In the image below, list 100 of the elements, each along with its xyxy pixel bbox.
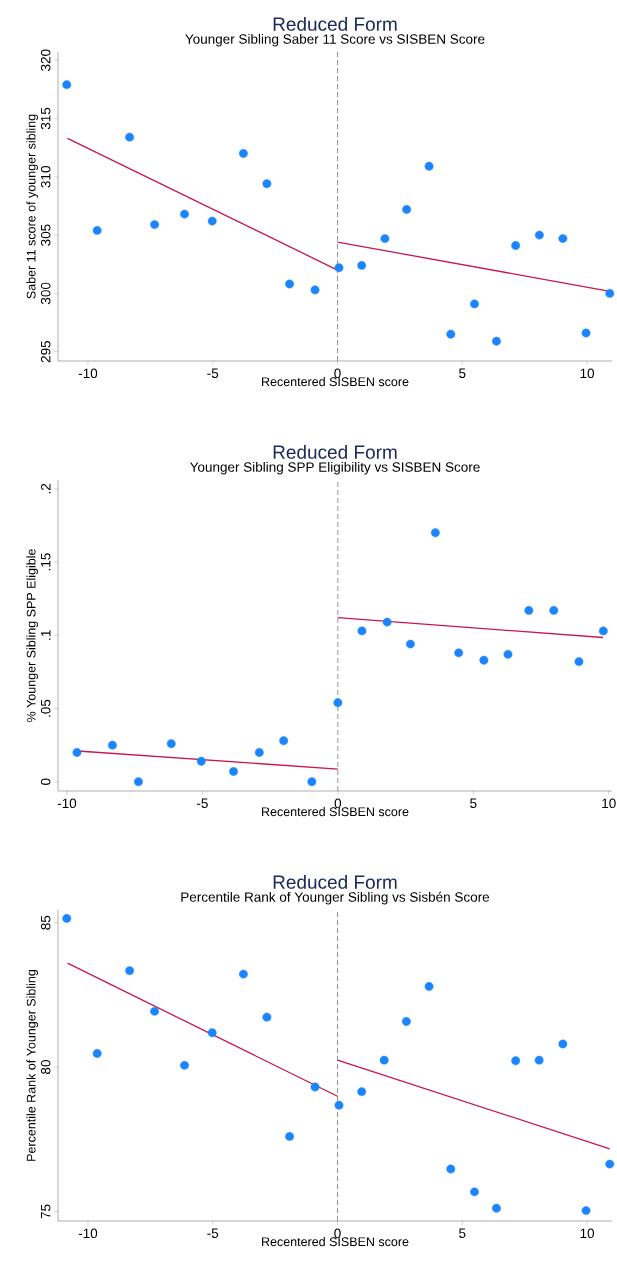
x-axis-title: Recentered SISBEN score xyxy=(262,376,409,387)
point xyxy=(254,748,264,757)
point xyxy=(524,605,534,615)
point xyxy=(581,1206,591,1216)
x-tick-label: -5 xyxy=(196,798,208,808)
point xyxy=(239,149,248,158)
point xyxy=(558,1039,568,1049)
y-tick-label: .2 xyxy=(41,483,51,494)
x-tick-label: 0 xyxy=(334,1228,341,1239)
y-tick-label: 320 xyxy=(40,49,51,71)
point xyxy=(310,285,320,295)
point xyxy=(207,216,217,226)
point xyxy=(379,1055,389,1065)
point xyxy=(150,220,159,229)
chart-subtitle: Younger Sibling Saber 11 Score vs SISBEN Score xyxy=(185,33,485,47)
point xyxy=(333,698,343,708)
x-tick-label: 5 xyxy=(459,1228,466,1238)
point xyxy=(446,329,456,339)
y-tick-label: 80 xyxy=(40,1060,51,1075)
point xyxy=(262,1012,272,1022)
y-tick-label: 300 xyxy=(40,282,51,305)
y-tick-label: .1 xyxy=(41,630,51,640)
point xyxy=(279,736,289,746)
point xyxy=(380,234,390,243)
point xyxy=(357,261,367,270)
point xyxy=(406,639,415,649)
x-tick-label: -5 xyxy=(207,368,219,378)
point xyxy=(511,1056,521,1066)
point xyxy=(92,226,102,235)
x-tick-label: 5 xyxy=(470,798,477,808)
point xyxy=(424,982,434,991)
y-axis-title: Percentile Rank of Younger Sibling xyxy=(26,970,39,1161)
point xyxy=(534,230,544,240)
point xyxy=(479,655,489,665)
y-tick-label: .15 xyxy=(41,553,51,571)
point xyxy=(134,777,143,787)
x-tick-label: -10 xyxy=(78,368,98,379)
y-tick-label: 85 xyxy=(40,915,51,930)
point xyxy=(549,605,559,615)
point xyxy=(62,913,72,923)
point xyxy=(446,1164,456,1174)
point xyxy=(357,1087,367,1097)
point xyxy=(180,209,189,219)
point xyxy=(307,777,317,787)
point xyxy=(470,1187,479,1197)
point xyxy=(574,657,584,667)
point xyxy=(62,80,72,90)
point xyxy=(401,1017,411,1026)
x-tick-label: 0 xyxy=(334,798,342,809)
point xyxy=(150,1006,159,1016)
chart-subtitle: Percentile Rank of Younger Sibling vs Sisbén Score xyxy=(181,891,490,905)
point xyxy=(598,626,608,636)
point xyxy=(310,1082,320,1092)
point xyxy=(534,1055,544,1065)
x-tick-label: 0 xyxy=(334,368,341,379)
x-axis-title: Recentered SISBEN score xyxy=(262,806,409,817)
point xyxy=(285,1132,294,1141)
x-tick-label: -10 xyxy=(57,798,77,809)
x-tick-label: 10 xyxy=(580,368,595,379)
point xyxy=(558,234,568,243)
point xyxy=(72,748,82,757)
x-tick-label: 10 xyxy=(602,798,616,809)
point xyxy=(511,241,521,250)
point xyxy=(430,528,440,538)
y-tick-label: 310 xyxy=(40,166,51,188)
point xyxy=(424,161,434,171)
point xyxy=(334,263,344,273)
point xyxy=(334,1100,344,1110)
point xyxy=(492,336,501,346)
chart-subtitle: Younger Sibling SPP Eligibility vs SISBEN Score xyxy=(189,461,480,475)
point xyxy=(357,626,367,636)
point xyxy=(207,1028,217,1038)
point xyxy=(581,328,591,338)
point xyxy=(454,648,464,658)
chart-title: Reduced Form xyxy=(273,874,397,889)
point xyxy=(229,767,238,776)
point xyxy=(125,966,135,976)
point xyxy=(402,205,412,214)
point xyxy=(196,756,206,766)
point xyxy=(262,179,272,189)
x-tick-label: -10 xyxy=(78,1228,98,1239)
y-tick-label: 295 xyxy=(40,340,51,363)
point xyxy=(382,617,392,627)
point xyxy=(92,1049,102,1058)
y-tick-label: 0 xyxy=(40,778,51,785)
x-tick-label: 5 xyxy=(459,368,466,378)
y-axis-title: Saber 11 score of younger sibling xyxy=(26,114,39,299)
x-axis-title: Recentered SISBEN score xyxy=(262,1236,409,1247)
chart-title: Reduced Form xyxy=(273,16,397,31)
point xyxy=(108,740,117,750)
y-tick-label: .05 xyxy=(40,699,51,717)
y-axis-title: % Younger Sibling SPP Eligible xyxy=(26,549,39,723)
point xyxy=(492,1203,501,1213)
chart-title: Reduced Form xyxy=(273,444,397,459)
point xyxy=(503,649,513,659)
point xyxy=(125,132,135,142)
x-tick-label: 10 xyxy=(580,1228,595,1239)
point xyxy=(166,739,176,749)
x-tick-label: -5 xyxy=(207,1228,219,1238)
y-tick-label: 305 xyxy=(40,224,51,246)
